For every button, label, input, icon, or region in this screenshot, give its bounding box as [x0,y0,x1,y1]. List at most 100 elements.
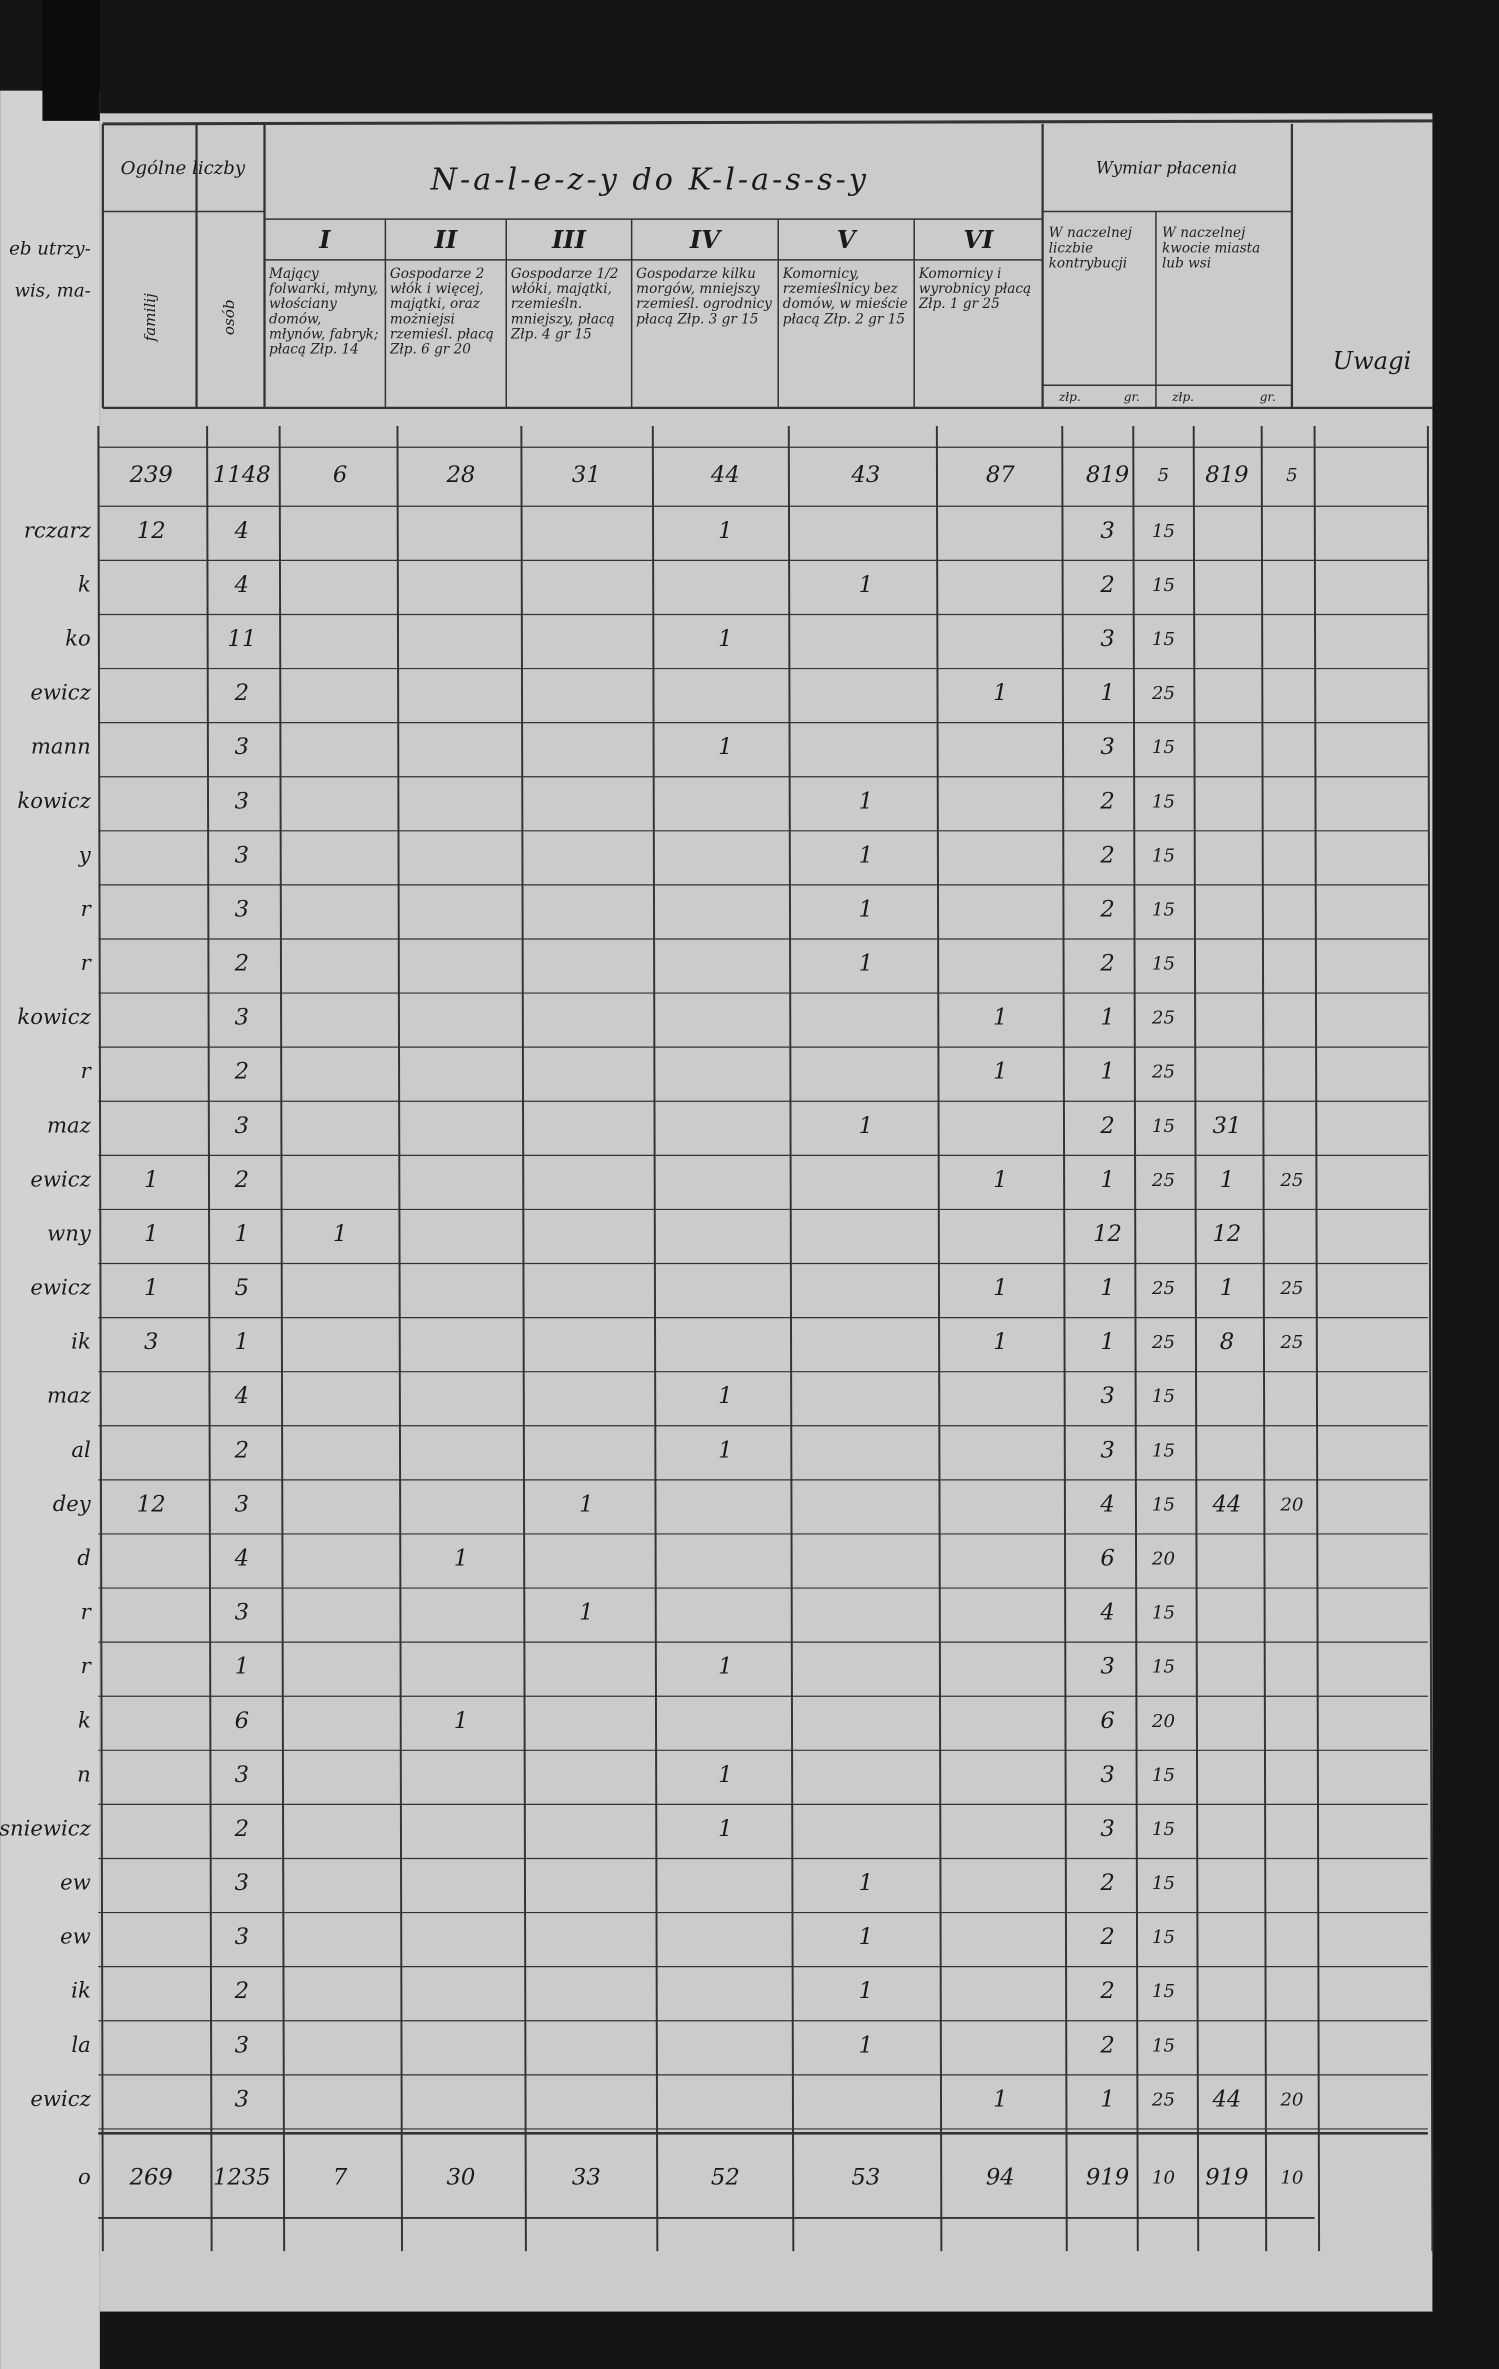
cell-value: 15 [1152,1819,1175,1840]
left-row-fragment: ewicz [30,1275,91,1300]
carried-value: 819 [1086,462,1129,488]
cell-value: 2 [1099,788,1114,814]
cell-value: 5 [235,1275,249,1301]
total-value: 52 [711,2165,740,2191]
cell-value: 6 [1100,1708,1114,1734]
cell-value: 1 [859,1870,873,1896]
carried-value: 43 [850,462,880,488]
cell-value: 1 [993,1005,1007,1031]
cell-value: 1 [235,1329,249,1355]
cell-value: 3 [235,734,249,760]
left-row-fragment: ew [60,1870,91,1895]
cell-value: 12 [137,518,166,544]
cell-value: 25 [1151,2089,1175,2110]
class-description-box: Komornicy i wyrobnicy płacą Złp. 1 gr 25 [919,267,1031,312]
rule-line [1313,426,1321,2252]
payment-zl: złp. [1171,390,1194,404]
cell-value: 3 [1100,1383,1114,1409]
payment-col-title-box: W naczelnej liczbie kontrybucji [1049,227,1132,272]
total-value: 1235 [213,2165,271,2191]
cell-value: 1 [718,1437,732,1463]
class-description-box: Gospodarze kilku morgów, mniejszy rzemie… [636,267,772,327]
cell-value: 1 [718,1383,732,1409]
left-row-fragment: ko [65,625,91,650]
cell-value: 3 [235,842,249,868]
rule-line [1132,426,1139,2252]
cell-value: 15 [1152,575,1175,596]
cell-value: 15 [1152,954,1175,975]
header-remarks: Uwagi [1333,347,1412,375]
cell-value: 1 [718,626,732,652]
cell-value: 1 [579,1600,593,1626]
cell-value: 2 [1099,951,1114,977]
cell-value: 3 [1100,1437,1114,1463]
cell-value: 20 [1279,2089,1303,2110]
payment-col-title-box: W naczelnej kwocie miasta lub wsi [1162,227,1260,272]
cell-value: 1 [859,1978,873,2004]
cell-value: 1 [333,1221,347,1247]
cell-value: 2 [234,680,249,706]
cell-value: 20 [1151,1548,1175,1569]
class-description: Komornicy, rzemieślnicy bez domów, w mie… [782,267,908,328]
payment-gr: gr. [1124,390,1140,404]
left-row-fragment: r [81,1653,93,1678]
left-row-fragment: ewicz [30,1166,91,1191]
cell-value: 1 [144,1167,158,1193]
left-row-fragment: r [81,896,93,921]
header-payment: Wymiar płacenia [1096,159,1237,178]
carried-value: 5 [1158,465,1170,486]
rule-line [1192,426,1200,2252]
left-row-fragment: dey [53,1491,92,1516]
cell-value: 1 [1100,1275,1114,1301]
cell-value: 3 [1100,734,1114,760]
cell-value: 15 [1152,899,1175,920]
cell-value: 3 [235,1600,249,1626]
class-description: Gospodarze 2 włók i więcej, majątki, ora… [389,267,494,359]
carried-value: 87 [986,462,1015,488]
cell-value: 3 [1100,1816,1114,1842]
header-persons: osób [220,299,238,335]
cell-value: 15 [1152,1494,1175,1515]
left-row-fragment: n [77,1761,91,1786]
cell-value: 15 [1152,1873,1175,1894]
cell-value: 1 [718,1816,732,1842]
cell-value: 4 [234,572,249,598]
payment-gr: gr. [1260,390,1276,404]
cell-value: 1 [993,1275,1007,1301]
class-description-box: Gospodarze 2 włók i więcej, majątki, ora… [389,267,494,359]
rule-line [935,426,943,2252]
cell-value: 1 [859,842,873,868]
rule-line [651,426,659,2252]
cell-value: 25 [1151,1062,1175,1083]
class-description: Mający folwarki, młyny, włościany domów,… [269,267,379,359]
cell-value: 1 [1100,1059,1114,1085]
cell-value: 25 [1151,683,1175,704]
carried-value: 1148 [213,462,271,488]
left-row-fragment: sniewicz [0,1815,92,1840]
carried-value: 44 [710,462,740,488]
rule-line [520,426,527,2252]
total-value: 33 [572,2165,601,2191]
cell-value: 25 [1151,1332,1175,1353]
cell-value: 20 [1151,1711,1175,1732]
cell-value: 3 [235,788,249,814]
total-value: 10 [1280,2168,1303,2189]
cell-value: 1 [1100,1329,1114,1355]
carried-value: 31 [572,462,601,488]
left-row-fragment: d [77,1545,91,1570]
left-row-fragment: k [78,571,91,596]
rule-line [97,426,104,2252]
cell-value: 1 [1220,1167,1234,1193]
rule-line [102,119,1433,126]
rule-line [787,426,795,2252]
total-value: 30 [447,2165,476,2191]
left-row-fragment: la [71,2032,90,2057]
cell-value: 4 [1099,1491,1114,1517]
cell-value: 15 [1152,845,1175,866]
cell-value: 1 [859,572,873,598]
header-families: familij [141,293,159,342]
header-class-title: N-a-l-e-z-y do K-l-a-s-s-y [430,162,869,197]
cell-value: 1 [235,1221,249,1247]
cell-value: 3 [235,896,249,922]
